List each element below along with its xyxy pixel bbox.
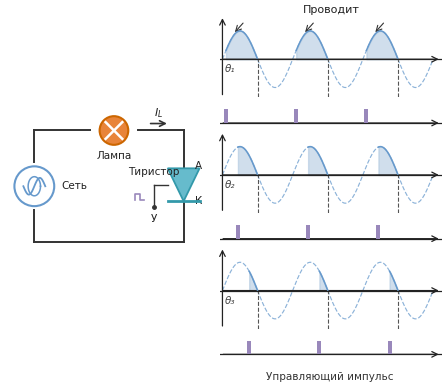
- Bar: [224, 109, 228, 123]
- Text: А: А: [194, 161, 202, 171]
- Bar: [318, 341, 321, 354]
- Bar: [306, 225, 310, 239]
- Polygon shape: [168, 168, 199, 201]
- Text: К: К: [194, 196, 202, 206]
- Bar: [376, 225, 380, 239]
- Text: θ₁: θ₁: [224, 65, 235, 74]
- Bar: [247, 341, 251, 354]
- Bar: [236, 225, 240, 239]
- Text: Тиристор: Тиристор: [128, 167, 179, 177]
- Circle shape: [14, 166, 54, 206]
- Bar: [364, 109, 368, 123]
- Text: Сеть: Сеть: [61, 181, 87, 191]
- Bar: [388, 341, 392, 354]
- Text: θ₃: θ₃: [224, 296, 235, 306]
- Text: Лампа: Лампа: [96, 151, 132, 161]
- Text: θ₂: θ₂: [224, 180, 235, 190]
- Title: Проводит: Проводит: [302, 5, 359, 15]
- Circle shape: [99, 116, 128, 145]
- Text: Управляющий импульс: Управляющий импульс: [266, 372, 394, 382]
- Text: У: У: [151, 214, 157, 224]
- Text: $I_L$: $I_L$: [154, 106, 163, 119]
- Bar: [294, 109, 298, 123]
